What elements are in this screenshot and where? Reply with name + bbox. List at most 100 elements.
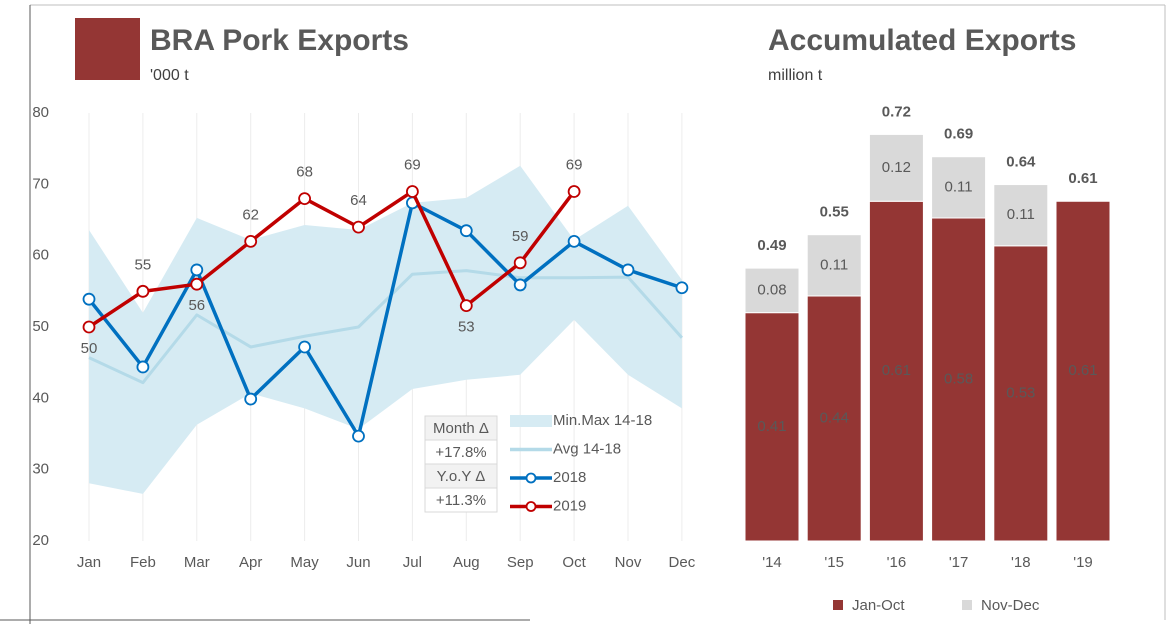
data-label: 64: [350, 192, 367, 209]
data-label: 69: [404, 156, 421, 173]
data-label: 50: [81, 340, 98, 357]
chart-subtitle: million t: [768, 67, 823, 84]
legend-marker: [525, 472, 537, 484]
point-marker: [352, 220, 365, 234]
point-marker: [244, 234, 258, 248]
point-marker: [513, 256, 527, 270]
stat-label: Y.o.Y Δ: [437, 468, 486, 485]
bar-segment: [806, 295, 862, 542]
bar-segment: [868, 200, 924, 542]
segment-label: 0.61: [882, 362, 911, 379]
segment-label: 0.44: [820, 409, 849, 426]
total-label: 0.72: [882, 103, 911, 120]
stat-value: +11.3%: [436, 492, 486, 509]
bar-segment: [1055, 200, 1111, 542]
legend-label: 2018: [553, 469, 586, 486]
bar-segment: [868, 133, 924, 202]
x-tick-label: Dec: [669, 554, 696, 571]
segment-label: 0.61: [1068, 362, 1097, 379]
legend-swatch: [833, 600, 843, 610]
y-tick-label: 80: [32, 104, 49, 121]
segment-label: 0.08: [757, 281, 786, 298]
total-label: 0.61: [1068, 170, 1097, 187]
y-tick-label: 30: [32, 461, 49, 478]
y-tick-label: 70: [32, 175, 49, 192]
stat-label: Month Δ: [433, 420, 489, 437]
x-tick-label: May: [290, 554, 319, 571]
point-marker: [298, 340, 312, 354]
segment-label: 0.12: [882, 159, 911, 176]
bar-segment: [931, 156, 987, 219]
total-label: 0.69: [944, 126, 973, 143]
x-tick-label: Jun: [346, 554, 370, 571]
stat-label-cell: [424, 463, 498, 489]
point-marker: [675, 281, 689, 295]
point-marker: [405, 185, 419, 198]
x-tick-label: Mar: [184, 554, 210, 571]
x-tick-label: Apr: [239, 554, 262, 571]
point-marker: [244, 392, 258, 406]
total-label: 0.49: [757, 237, 786, 254]
bar-segment: [806, 234, 862, 297]
title-icon: [75, 18, 140, 80]
segment-label: 0.11: [820, 256, 848, 273]
segment-label: 0.11: [1007, 206, 1035, 223]
series-line: [88, 269, 684, 385]
bar-segment: [931, 217, 987, 542]
stat-value-cell: [424, 487, 498, 513]
legend-label: Avg 14-18: [553, 440, 621, 457]
point-marker: [136, 284, 150, 298]
x-tick-label: '15: [824, 554, 844, 571]
x-tick-label: '16: [887, 554, 907, 571]
stat-label-cell: [424, 415, 498, 441]
bar-segment: [744, 267, 800, 314]
segment-label: 0.41: [757, 418, 786, 435]
chart-subtitle: '000 t: [150, 67, 189, 84]
chart-title: Accumulated Exports: [768, 24, 1076, 57]
total-label: 0.55: [820, 204, 849, 221]
y-tick-label: 40: [32, 389, 49, 406]
point-marker: [513, 278, 527, 292]
point-marker: [621, 263, 635, 277]
data-label: 56: [188, 297, 205, 314]
point-marker: [298, 192, 312, 206]
data-label: 55: [135, 256, 152, 273]
point-marker: [190, 277, 204, 291]
segment-label: 0.53: [1006, 384, 1035, 401]
x-tick-label: Jan: [77, 554, 101, 571]
x-tick-label: '18: [1011, 554, 1031, 571]
bar-segment: [993, 184, 1049, 247]
x-tick-label: '14: [762, 554, 782, 571]
legend-swatch: [962, 600, 972, 610]
point-marker: [82, 292, 96, 306]
data-label: 69: [566, 156, 583, 173]
point-marker: [190, 263, 204, 277]
data-label: 59: [512, 228, 529, 245]
point-marker: [459, 299, 473, 313]
y-tick-label: 60: [32, 247, 49, 264]
point-marker: [352, 429, 365, 443]
legend-label: 2019: [553, 497, 586, 514]
segment-label: 0.11: [945, 178, 973, 195]
legend-marker: [525, 501, 537, 512]
point-marker: [567, 185, 581, 198]
x-tick-label: Sep: [507, 554, 534, 571]
data-label: 68: [296, 164, 313, 181]
point-marker: [567, 234, 581, 248]
chart-title: BRA Pork Exports: [150, 24, 409, 57]
point-marker: [136, 360, 150, 374]
stat-value-cell: [424, 439, 498, 465]
legend-swatch: [510, 415, 552, 427]
x-tick-label: Feb: [130, 554, 156, 571]
stat-value: +17.8%: [435, 444, 486, 461]
series-line: [88, 189, 576, 329]
bar-segment: [744, 312, 800, 542]
legend-label: Min.Max 14-18: [553, 412, 652, 429]
data-label: 62: [242, 206, 259, 223]
x-tick-label: '19: [1073, 554, 1093, 571]
y-tick-label: 20: [32, 532, 49, 549]
data-label: 53: [458, 319, 475, 336]
total-label: 0.64: [1006, 154, 1036, 171]
point-marker: [82, 320, 96, 334]
